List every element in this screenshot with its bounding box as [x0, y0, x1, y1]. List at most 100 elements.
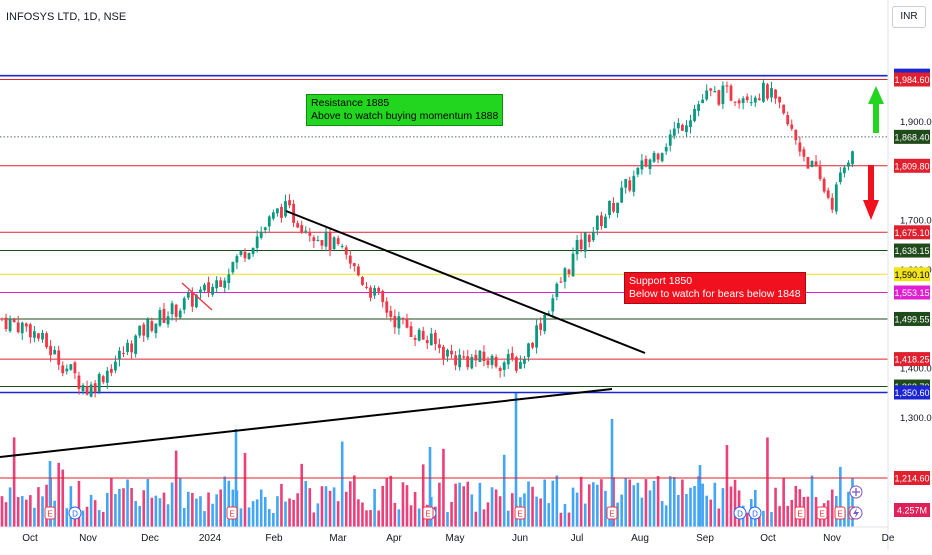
dividend-marker[interactable]	[733, 506, 747, 520]
candle-body	[37, 333, 40, 339]
candle-body	[470, 357, 474, 369]
candle-body	[381, 290, 385, 303]
volume-bar	[81, 510, 85, 527]
candle-body	[814, 161, 818, 167]
candle-body	[502, 362, 506, 370]
volume-bar	[93, 500, 97, 527]
volume-bar	[41, 496, 44, 527]
volume-bar	[276, 496, 279, 527]
volume-bar	[839, 466, 842, 527]
x-tick-label: Feb	[265, 533, 283, 544]
volume-bar	[203, 511, 206, 527]
volume-bar	[332, 487, 336, 527]
candle-body	[757, 98, 761, 100]
x-tick-label: Nov	[79, 533, 97, 544]
candle-body	[446, 349, 449, 357]
volume-bar	[705, 495, 708, 527]
candle-body	[235, 256, 239, 263]
candle-body	[73, 362, 77, 374]
candle-body	[118, 350, 121, 360]
x-tick-label: Aug	[631, 533, 649, 544]
dividend-marker[interactable]	[748, 506, 762, 520]
candle-body	[523, 359, 526, 364]
dividend-marker[interactable]	[68, 506, 82, 520]
volume-bar	[101, 511, 105, 527]
volume-bar	[632, 485, 636, 527]
volume-bar	[701, 483, 704, 527]
candle-body	[519, 362, 522, 369]
candle-body	[498, 368, 502, 372]
level-price-label: 1,868.40	[894, 132, 929, 142]
event-marker-letter: E	[47, 510, 52, 519]
volume-bar	[191, 492, 194, 527]
volume-bar	[770, 511, 773, 527]
earnings-marker[interactable]	[834, 506, 846, 520]
candle-body	[729, 85, 733, 101]
volume-bar	[604, 490, 607, 527]
earnings-marker[interactable]	[422, 506, 434, 520]
candle-body	[774, 89, 777, 99]
volume-bar	[389, 475, 393, 527]
candle-body	[571, 253, 575, 277]
earnings-marker[interactable]	[514, 506, 526, 520]
volume-bar	[413, 491, 417, 527]
volume-bar	[227, 480, 231, 527]
candle-body	[782, 104, 786, 114]
volume-bar	[758, 510, 761, 527]
candle-body	[276, 208, 279, 214]
x-tick-label: De	[882, 533, 895, 544]
volume-bar	[272, 512, 275, 527]
volume-bar	[470, 494, 474, 527]
candle-body	[271, 212, 275, 219]
volume-bar	[652, 480, 656, 527]
volume-bar	[259, 489, 263, 527]
volume-bar	[685, 494, 688, 527]
candle-body	[660, 153, 664, 162]
candle-body	[636, 167, 640, 175]
currency-button[interactable]: INR	[892, 6, 926, 28]
volume-bar	[150, 497, 154, 527]
volume-bar	[490, 487, 494, 527]
volume-bar	[85, 506, 89, 527]
volume-bar	[830, 489, 834, 527]
earnings-marker[interactable]	[226, 506, 238, 520]
support-note-line1: Support 1850	[629, 275, 693, 287]
candle-body	[676, 122, 680, 129]
earnings-marker[interactable]	[606, 506, 618, 520]
candle-body	[101, 376, 105, 383]
level-price-label: 1,350.60	[894, 388, 929, 398]
level-price-tag	[894, 72, 930, 87]
volume-bar	[178, 478, 182, 527]
candle-body	[442, 346, 445, 359]
down-arrow-icon	[863, 165, 879, 220]
candle-body	[81, 385, 85, 392]
event-marker-letter: D	[72, 510, 78, 519]
candle-body	[421, 330, 425, 340]
level-price-tag	[894, 225, 930, 240]
volume-bar	[25, 499, 28, 527]
event-marker-letter: E	[425, 510, 430, 519]
candle-body	[296, 223, 300, 228]
candle-body	[41, 332, 44, 340]
volume-bar	[417, 508, 421, 527]
candle-body	[114, 361, 117, 371]
volume-bar	[170, 482, 174, 527]
earnings-marker[interactable]	[794, 506, 806, 520]
candle-body	[231, 261, 235, 273]
volume-bar	[122, 488, 125, 527]
candle-body	[450, 350, 453, 355]
volume-bar	[182, 507, 186, 527]
volume-bar	[45, 484, 48, 527]
volume-bar	[365, 510, 368, 527]
candle-body	[458, 354, 462, 368]
volume-bar	[146, 479, 150, 527]
candle-body	[417, 329, 421, 341]
earnings-marker[interactable]	[44, 506, 56, 520]
candle-body	[312, 237, 316, 242]
candle-body	[89, 384, 93, 397]
candle-body	[612, 203, 615, 212]
candle-body	[385, 301, 389, 313]
volume-bar	[644, 479, 648, 527]
earnings-marker[interactable]	[816, 506, 828, 520]
candle-body	[223, 280, 227, 288]
